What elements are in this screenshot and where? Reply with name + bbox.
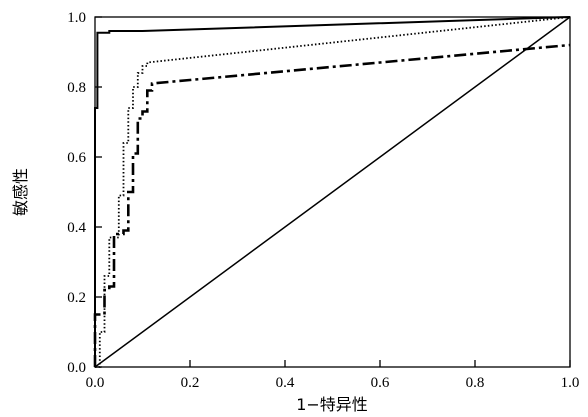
x-axis-title: 1−特异性 — [296, 395, 368, 414]
series-line-dash-dot — [93, 43, 571, 367]
series-line-dotted — [95, 16, 571, 368]
x-tick-label: 1.0 — [561, 375, 580, 391]
x-tick-label: 0.6 — [371, 375, 390, 391]
x-tick-label: 0.8 — [466, 375, 485, 391]
x-tick-label: 0.2 — [181, 375, 200, 391]
ticks-layer: 0.0 0.2 0.4 0.6 0.8 1.0 0.0 0.2 0.4 0.6 0.8 1.0 — [67, 10, 579, 391]
y-tick-label: 0.0 — [67, 360, 86, 376]
y-tick-label: 0.2 — [67, 290, 86, 306]
x-tick-label: 0.0 — [86, 375, 105, 391]
x-tick-label: 0.4 — [276, 375, 295, 391]
y-tick-label: 1.0 — [67, 10, 86, 26]
series-line-reference — [94, 16, 571, 368]
y-tick-label: 0.4 — [67, 220, 86, 236]
y-tick-label: 0.8 — [67, 80, 86, 96]
y-tick-label: 0.6 — [67, 150, 86, 166]
series-line-solid — [94, 16, 571, 367]
y-axis-title: 敏感性 — [11, 168, 30, 216]
series-layer — [93, 16, 571, 368]
